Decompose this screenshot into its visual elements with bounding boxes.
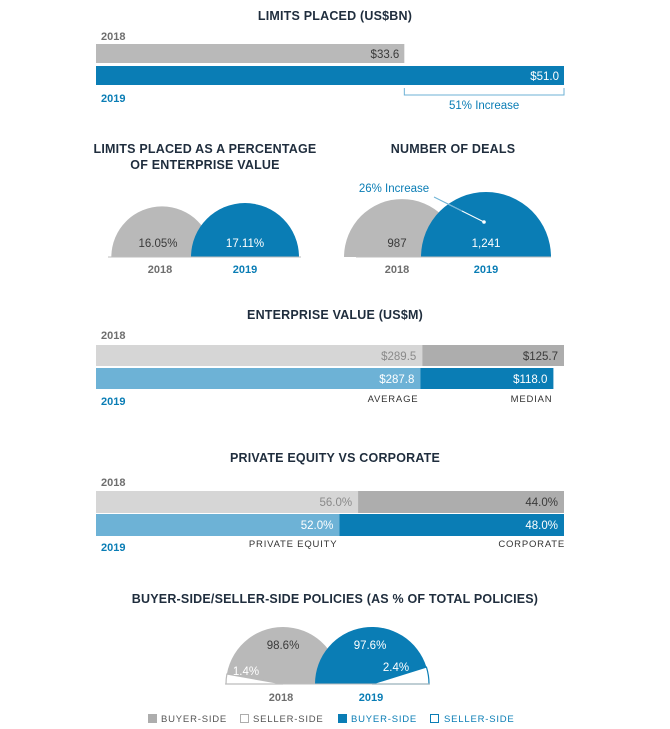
pe-2018-label: 2018	[101, 477, 125, 489]
pe-2019-corporate-bar	[339, 514, 564, 536]
pe-2019-corporate-value: 48.0%	[525, 520, 558, 532]
pe-private-equity-caption: PRIVATE EQUITY	[249, 539, 337, 550]
limits-2018-value: $33.6	[371, 49, 400, 61]
limits-2019-value: $51.0	[530, 71, 559, 83]
legend-buyer-2018-swatch	[148, 714, 157, 723]
ev-2018-average-value: $289.5	[381, 351, 416, 363]
enterprise-value-chart: ENTERPRISE VALUE (US$M) 2018 $289.5 $125…	[96, 308, 564, 408]
deals-2019-label: 2019	[474, 264, 498, 276]
policies-2019-seller-side-value: 2.4%	[383, 662, 409, 674]
legend-seller-2019-swatch	[430, 714, 439, 723]
ev-2019-label: 2019	[101, 396, 125, 408]
deals-increase-annotation: 26% Increase	[359, 183, 429, 195]
buyer-seller-chart: BUYER-SIDE/SELLER-SIDE POLICIES (AS % OF…	[132, 592, 538, 725]
pct-ev-2019-label: 2019	[233, 264, 257, 276]
limits-2018-bar	[96, 44, 405, 63]
deals-title: NUMBER OF DEALS	[391, 142, 516, 156]
legend-buyer-2018-label: BUYER-SIDE	[161, 714, 227, 725]
limits-2018-label: 2018	[101, 31, 125, 43]
deals-annotation-leader	[433, 196, 463, 212]
pct-ev-2018-value: 16.05%	[138, 238, 177, 250]
policies-2018-buyer-side-value: 98.6%	[267, 640, 300, 652]
pct-ev-2019-value: 17.11%	[226, 238, 264, 250]
pe-2018-corporate-value: 44.0%	[525, 497, 558, 509]
deals-2018-label: 2018	[385, 264, 409, 276]
ev-2019-average-value: $287.8	[379, 374, 414, 386]
pct-ev-2019-semicircle	[191, 203, 299, 257]
ev-title: ENTERPRISE VALUE (US$M)	[247, 308, 423, 322]
legend-buyer-2019-swatch	[338, 714, 347, 723]
ev-2019-average-bar	[96, 368, 421, 389]
limits-pct-ev-title-line1: LIMITS PLACED AS A PERCENTAGE	[94, 142, 317, 156]
number-of-deals-chart: NUMBER OF DEALS 987 1,241 26% Increase 2…	[344, 142, 551, 276]
policies-2019-buyer-side-wedge	[315, 626, 427, 684]
ev-2018-average-bar	[96, 345, 423, 366]
ev-2019-median-value: $118.0	[513, 374, 547, 386]
limits-2019-bar	[96, 66, 564, 85]
legend-seller-2018-swatch	[240, 714, 249, 723]
deals-2018-value: 987	[387, 238, 406, 250]
buyer-seller-title: BUYER-SIDE/SELLER-SIDE POLICIES (AS % OF…	[132, 592, 538, 606]
pe-2019-private-equity-bar	[96, 514, 340, 536]
pe-2018-private-equity-value: 56.0%	[319, 497, 352, 509]
legend-seller-2018-label: SELLER-SIDE	[253, 714, 324, 725]
ev-2018-label: 2018	[101, 330, 125, 342]
limits-2019-label: 2019	[101, 93, 125, 105]
pct-ev-2018-label: 2018	[148, 264, 172, 276]
ev-median-caption: MEDIAN	[511, 394, 553, 405]
limits-increase-bracket	[403, 88, 565, 96]
policies-2019-label: 2019	[359, 692, 383, 704]
policies-legend: BUYER-SIDE SELLER-SIDE BUYER-SIDE SELLER…	[148, 714, 515, 725]
legend-seller-2019-label: SELLER-SIDE	[444, 714, 515, 725]
legend-buyer-2019-label: BUYER-SIDE	[351, 714, 417, 725]
pe-vs-corporate-chart: PRIVATE EQUITY VS CORPORATE 2018 56.0% 4…	[96, 451, 565, 554]
pe-title: PRIVATE EQUITY VS CORPORATE	[230, 451, 440, 465]
policies-2018-buyer-side-wedge	[226, 627, 340, 684]
pe-corporate-caption: CORPORATE	[498, 539, 565, 550]
pe-2018-corporate-bar	[358, 491, 564, 513]
deals-2019-value: 1,241	[472, 238, 501, 250]
limits-pct-ev-title-line2: OF ENTERPRISE VALUE	[130, 158, 279, 172]
policies-2018-label: 2018	[269, 692, 293, 704]
ev-average-caption: AVERAGE	[368, 394, 419, 405]
ev-2019-median-bar	[420, 368, 554, 389]
pct-ev-2018-semicircle	[111, 206, 213, 257]
policies-2018-seller-side-value: 1.4%	[233, 666, 259, 678]
ev-2018-median-bar	[422, 345, 564, 366]
limits-placed-title: LIMITS PLACED (US$BN)	[258, 9, 412, 23]
limits-placed-chart: LIMITS PLACED (US$BN) 2018 $33.6 $51.0 2…	[96, 9, 565, 112]
deals-annotation-dot	[482, 220, 486, 224]
pe-2019-private-equity-value: 52.0%	[301, 520, 334, 532]
pe-2018-private-equity-bar	[96, 491, 359, 513]
limits-pct-ev-chart: LIMITS PLACED AS A PERCENTAGE OF ENTERPR…	[94, 142, 317, 276]
ev-2018-median-value: $125.7	[523, 351, 558, 363]
policies-2019-buyer-side-value: 97.6%	[354, 640, 387, 652]
pe-2019-label: 2019	[101, 542, 125, 554]
deals-2019-semicircle	[421, 192, 551, 257]
limits-increase-annotation: 51% Increase	[449, 100, 519, 112]
